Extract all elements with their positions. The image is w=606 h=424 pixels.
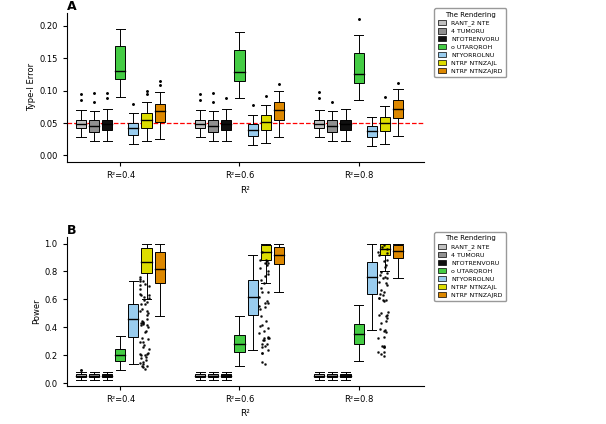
Bar (235, 335, 245, 352)
Bar (221, 374, 231, 377)
Bar (315, 374, 324, 377)
Bar (76, 374, 86, 377)
Bar (261, 245, 271, 260)
Bar (89, 120, 99, 132)
Bar (353, 53, 364, 83)
Bar (327, 374, 338, 377)
Bar (341, 120, 351, 129)
Bar (155, 103, 165, 122)
Bar (115, 47, 125, 79)
Bar (195, 120, 205, 128)
Bar (380, 244, 390, 255)
Bar (274, 247, 284, 265)
Bar (353, 324, 364, 344)
Bar (261, 115, 271, 129)
Bar (367, 262, 377, 294)
Bar (380, 117, 390, 131)
Bar (195, 374, 205, 377)
Bar (221, 120, 231, 129)
Bar (341, 374, 351, 377)
Bar (128, 304, 138, 337)
Bar (141, 248, 152, 273)
Text: B: B (67, 223, 76, 237)
Bar (208, 374, 218, 377)
Bar (208, 120, 218, 132)
Bar (247, 124, 258, 136)
Text: A: A (67, 0, 76, 13)
Bar (141, 113, 152, 128)
Y-axis label: Type-I Error: Type-I Error (27, 63, 36, 112)
Bar (76, 120, 86, 128)
Bar (327, 120, 338, 132)
Bar (235, 50, 245, 81)
Legend: RANT_2 NTE, 4 TUMORU, NTOTRENVORU, o UTARQROH, NTYORROLNU, NTRF NTNZAJL, NTRF NT: RANT_2 NTE, 4 TUMORU, NTOTRENVORU, o UTA… (435, 8, 506, 77)
Bar (128, 123, 138, 135)
Bar (247, 280, 258, 315)
Bar (274, 102, 284, 120)
Bar (102, 120, 112, 129)
Bar (115, 349, 125, 361)
Bar (89, 374, 99, 377)
X-axis label: R²: R² (241, 410, 250, 418)
Bar (393, 100, 403, 118)
Bar (102, 374, 112, 377)
Y-axis label: Power: Power (33, 298, 42, 324)
Bar (367, 126, 377, 137)
Bar (315, 120, 324, 128)
X-axis label: R²: R² (241, 186, 250, 195)
Bar (393, 245, 403, 257)
Legend: RANT_2 NTE, 4 TUMORU, NTOTRENVORU, o UTARQROH, NTYORROLNU, NTRF NTNZAJL, NTRF NT: RANT_2 NTE, 4 TUMORU, NTOTRENVORU, o UTA… (435, 232, 506, 301)
Bar (155, 252, 165, 283)
